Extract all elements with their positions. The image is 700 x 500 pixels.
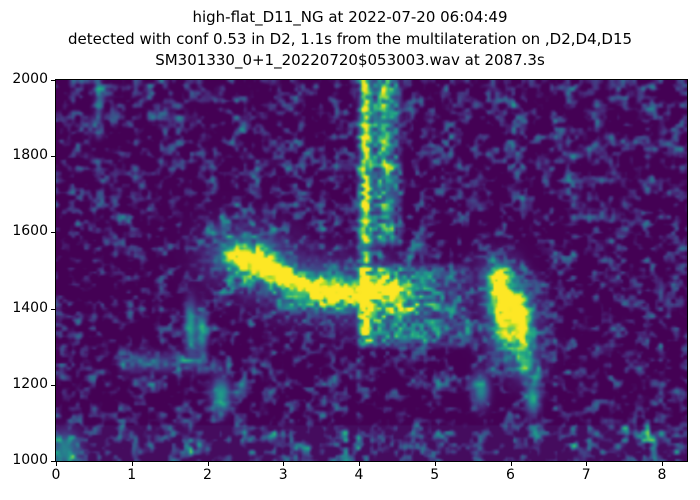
title-line-3: SM301330_0+1_20220720$053003.wav at 2087… [155, 51, 545, 69]
x-tick-label: 7 [581, 467, 591, 483]
spectrogram-image [56, 80, 687, 461]
x-tick-mark [434, 462, 436, 466]
y-tick-label: 2000 [12, 71, 48, 87]
x-tick-mark [283, 462, 285, 466]
y-tick-mark [51, 156, 55, 158]
x-tick-label: 1 [127, 467, 137, 483]
x-tick-mark [131, 462, 133, 466]
y-tick-mark [51, 461, 55, 462]
x-tick-mark [56, 462, 57, 466]
x-tick-label: 4 [354, 467, 364, 483]
x-tick-label: 0 [51, 467, 61, 483]
chart-title: high-flat_D11_NG at 2022-07-20 06:04:49 … [0, 7, 700, 72]
plot-area [55, 79, 688, 462]
x-tick-label: 5 [430, 467, 440, 483]
y-tick-label: 1000 [12, 452, 48, 468]
y-tick-mark [51, 80, 55, 81]
x-tick-mark [359, 462, 360, 466]
y-tick-label: 1600 [12, 223, 48, 240]
x-tick-label: 3 [278, 467, 288, 483]
y-tick-label: 1800 [12, 147, 48, 164]
y-tick-label: 1400 [12, 299, 48, 316]
y-tick-mark [51, 384, 55, 386]
y-tick-mark [51, 232, 55, 234]
title-line-2: detected with conf 0.53 in D2, 1.1s from… [67, 29, 633, 48]
title-line-1: high-flat_D11_NG at 2022-07-20 06:04:49 [192, 8, 508, 26]
x-tick-mark [586, 462, 588, 466]
x-tick-label: 2 [203, 467, 212, 483]
x-tick-mark [510, 462, 512, 466]
x-tick-label: 8 [657, 467, 667, 483]
x-tick-mark [662, 462, 663, 466]
x-tick-mark [207, 462, 209, 466]
y-tick-label: 1200 [12, 375, 48, 392]
x-tick-label: 6 [506, 467, 515, 483]
y-tick-mark [51, 308, 55, 310]
